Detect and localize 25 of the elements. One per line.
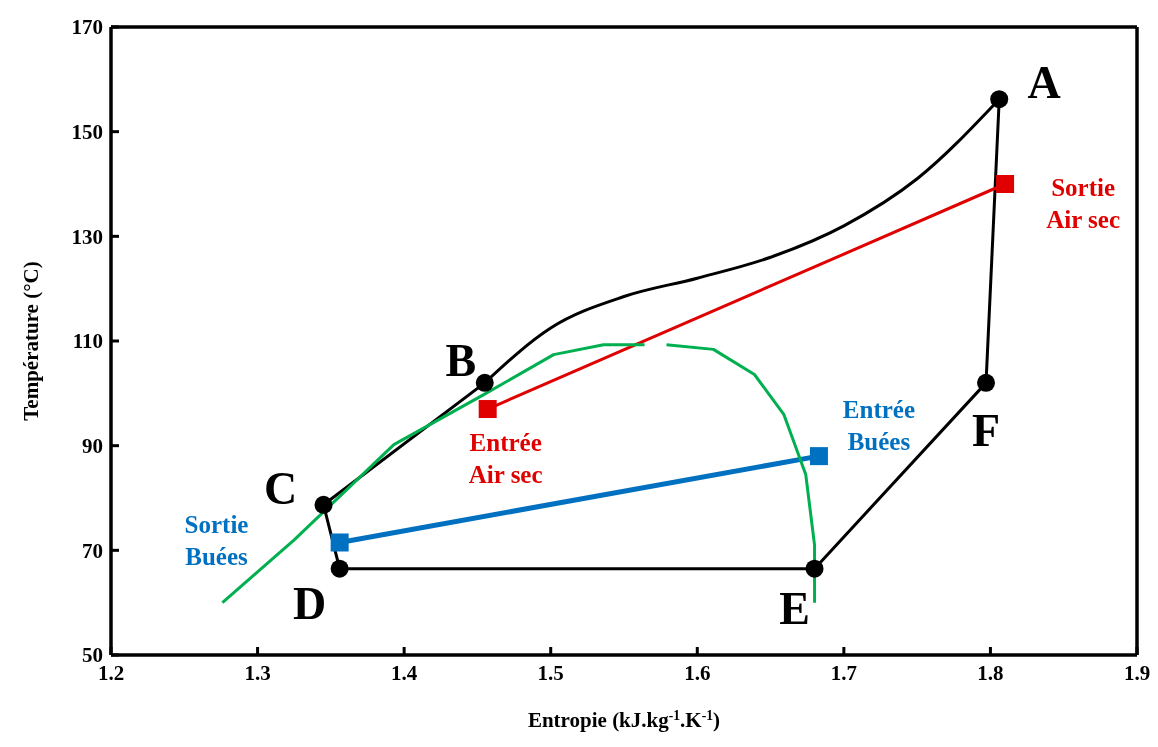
annotation: D bbox=[293, 577, 327, 629]
y-tick-label: 150 bbox=[71, 120, 103, 145]
annotation: Entrée Air sec bbox=[468, 428, 543, 488]
x-tick-label: 1.5 bbox=[537, 660, 564, 685]
y-tick-label: 170 bbox=[71, 15, 103, 40]
x-tick-label: 1.3 bbox=[244, 660, 271, 685]
x-tick-label: 1.7 bbox=[830, 660, 857, 685]
x-tick-label: 1.8 bbox=[977, 660, 1004, 685]
annotation: Sortie Buées bbox=[184, 510, 249, 570]
annotation: B bbox=[445, 334, 477, 386]
y-tick-label: 70 bbox=[82, 538, 103, 563]
x-tick-label: 1.6 bbox=[684, 660, 711, 685]
annotation: F bbox=[971, 404, 1001, 456]
annotation: C bbox=[263, 462, 298, 514]
annotation: Sortie Air sec bbox=[1046, 173, 1120, 233]
y-tick-label: 130 bbox=[71, 224, 103, 249]
annotation: A bbox=[1027, 56, 1061, 108]
annotation: Entrée Buées bbox=[842, 395, 916, 455]
y-tick-label: 110 bbox=[72, 329, 103, 354]
x-axis-title: Entropie (kJ.kg$^{-1}$.K$^{-1}$) bbox=[527, 707, 721, 732]
annotation: E bbox=[779, 582, 810, 634]
x-tick-label: 1.9 bbox=[1123, 660, 1151, 685]
y-axis-title: Température (°C) bbox=[19, 261, 43, 421]
x-tick-label: 1.4 bbox=[391, 660, 418, 685]
y-tick-label: 90 bbox=[82, 434, 103, 459]
